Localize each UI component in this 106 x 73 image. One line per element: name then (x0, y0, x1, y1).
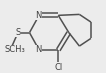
Text: N: N (35, 45, 42, 54)
Text: S: S (15, 28, 21, 37)
Text: Cl: Cl (54, 63, 62, 72)
Text: N: N (35, 11, 42, 20)
Text: SCH₃: SCH₃ (4, 45, 25, 54)
